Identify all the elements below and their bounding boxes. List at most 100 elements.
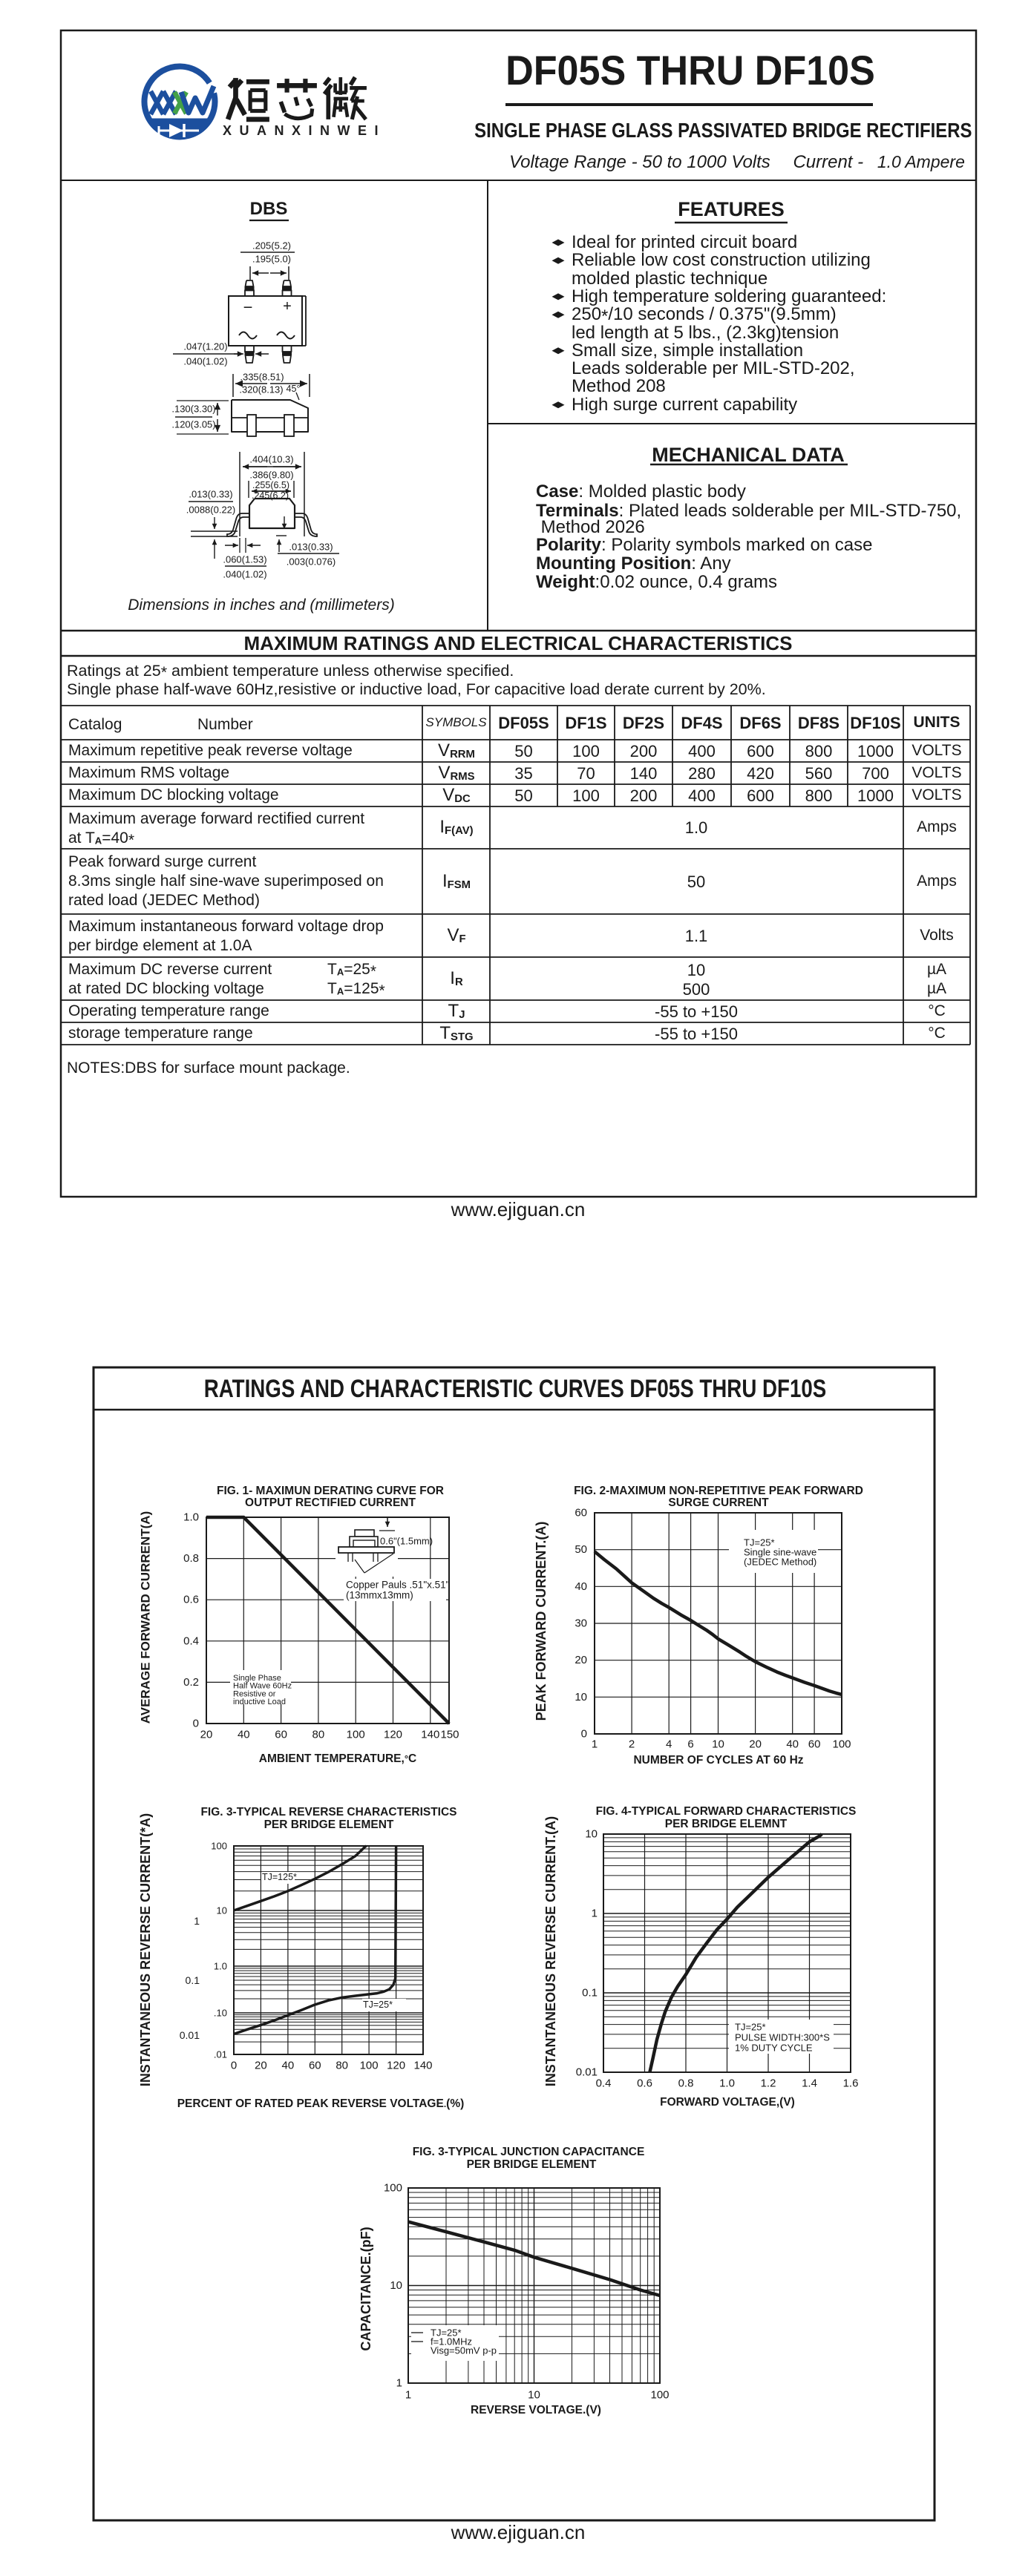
svg-text:1.0: 1.0 [214,1961,227,1972]
svg-text:140: 140 [421,1729,439,1741]
svg-text:.013(0.33): .013(0.33) [289,542,333,553]
svg-text:TJ=25*: TJ=25* [363,2000,393,2010]
svg-text:100: 100 [347,1729,365,1741]
svg-text:100: 100 [832,1738,851,1751]
svg-text:20: 20 [255,2060,267,2072]
svg-text:20: 20 [749,1738,762,1751]
svg-text:f=1.0MHz: f=1.0MHz [431,2336,472,2347]
svg-text:.130(3.30): .130(3.30) [171,404,215,415]
svg-text:1% DUTY CYCLE: 1% DUTY CYCLE [735,2043,813,2054]
svg-text:50: 50 [575,1543,587,1556]
svg-text:0.1: 0.1 [582,1987,598,2000]
svg-text:0: 0 [193,1718,199,1730]
svg-text:1: 1 [592,1908,598,1920]
svg-text:0: 0 [581,1728,587,1741]
svg-text:.320(8.13): .320(8.13) [239,384,283,395]
svg-text:TJ=25*: TJ=25* [735,2022,766,2033]
svg-text:.386(9.80): .386(9.80) [249,470,293,481]
svg-text:AVERAGE FORWARD CURRENT(A): AVERAGE FORWARD CURRENT(A) [139,1511,153,1724]
svg-text:60: 60 [309,2060,321,2072]
svg-text:120: 120 [387,2060,405,2072]
svg-text:inductive Load: inductive Load [233,1698,286,1706]
svg-text:.255(6.5): .255(6.5) [252,480,289,490]
svg-text:1.0: 1.0 [183,1511,199,1524]
svg-text:0.01: 0.01 [576,2066,598,2079]
svg-text:TJ=25*: TJ=25* [744,1537,775,1548]
svg-text:1.4: 1.4 [802,2077,817,2090]
svg-text:0.01: 0.01 [180,2029,200,2041]
svg-text:Resistive or: Resistive or [233,1689,276,1698]
svg-text:80: 80 [336,2060,348,2072]
svg-text:10: 10 [585,1828,598,1841]
svg-text:0: 0 [231,2060,237,2072]
svg-text:.120(3.05): .120(3.05) [171,419,215,430]
svg-text:1: 1 [592,1738,598,1751]
svg-text:0.8: 0.8 [678,2077,694,2090]
svg-text:10: 10 [217,1905,227,1916]
svg-text:0.8: 0.8 [183,1552,199,1565]
svg-text:100: 100 [384,2182,402,2195]
svg-text:10: 10 [575,1691,587,1703]
svg-text:40: 40 [238,1729,250,1741]
svg-text:Half Wave 60Hz: Half Wave 60Hz [233,1682,292,1691]
svg-text:100: 100 [211,1841,227,1852]
svg-text:45°: 45° [287,384,301,394]
svg-text:−: − [243,298,253,317]
svg-text:.404(10.3): .404(10.3) [249,454,293,465]
svg-text:100: 100 [650,2389,669,2402]
svg-text:10: 10 [528,2389,540,2402]
svg-text:60: 60 [808,1738,821,1751]
svg-text:Copper Pauls .51"x.51": Copper Pauls .51"x.51" [346,1580,450,1591]
svg-text:60: 60 [575,1507,587,1519]
svg-text:.01: .01 [214,2049,227,2060]
svg-text:10: 10 [390,2279,402,2292]
svg-text:0.6"(1.5mm): 0.6"(1.5mm) [380,1536,433,1547]
svg-text:80: 80 [312,1729,325,1741]
svg-text:INSTANTANEOUS REVERSE CURRENT(: INSTANTANEOUS REVERSE CURRENT(*A) [138,1813,153,2086]
svg-text:.10: .10 [214,2008,227,2019]
svg-text:.040(1.02): .040(1.02) [183,356,227,367]
svg-text:1.0: 1.0 [719,2077,735,2090]
svg-text:20: 20 [575,1654,587,1666]
svg-text:1: 1 [396,2377,402,2390]
svg-text:40: 40 [575,1580,587,1593]
svg-text:TJ=25*: TJ=25* [431,2327,462,2339]
svg-text:.0088(0.22): .0088(0.22) [186,505,236,516]
svg-text:20: 20 [200,1729,213,1741]
svg-text:PULSE WIDTH:300*S: PULSE WIDTH:300*S [735,2032,830,2043]
svg-text:0.6: 0.6 [183,1594,199,1606]
svg-text:140: 140 [413,2060,432,2072]
svg-text:60: 60 [275,1729,287,1741]
svg-text:40: 40 [786,1738,799,1751]
svg-text:0.1: 0.1 [186,1974,200,1986]
svg-text:.335(8.51): .335(8.51) [240,372,284,383]
svg-text:Single sine-wave: Single sine-wave [744,1547,816,1558]
svg-text:.060(1.53): .060(1.53) [223,554,266,565]
svg-text:(13mmx13mm): (13mmx13mm) [346,1590,413,1601]
svg-text:.205(5.2): .205(5.2) [252,240,291,252]
svg-text:2: 2 [629,1738,635,1751]
svg-text:1: 1 [194,1915,200,1927]
svg-text:Visg=50mV p-p: Visg=50mV p-p [431,2345,497,2356]
svg-text:6: 6 [687,1738,693,1751]
svg-text:PEAK FORWARD CURRENT.(A): PEAK FORWARD CURRENT.(A) [534,1522,549,1721]
svg-text:100: 100 [360,2060,379,2072]
svg-text:0.2: 0.2 [183,1676,199,1689]
svg-text:TJ=125*: TJ=125* [262,1872,297,1882]
svg-text:0.4: 0.4 [596,2077,612,2090]
svg-text:150: 150 [440,1729,459,1741]
svg-text:0.6: 0.6 [637,2077,652,2090]
svg-text:4: 4 [666,1738,672,1751]
svg-text:30: 30 [575,1617,587,1630]
svg-text:(JEDEC Method): (JEDEC Method) [744,1557,816,1568]
svg-text:.013(0.33): .013(0.33) [189,489,232,500]
svg-text:.195(5.0): .195(5.0) [252,254,291,265]
svg-text:Single Phase: Single Phase [233,1674,281,1683]
svg-text:.003(0.076): .003(0.076) [287,556,336,568]
svg-text:CAPACITANCE.(pF): CAPACITANCE.(pF) [359,2227,373,2350]
svg-text:.047(1.20): .047(1.20) [183,341,227,352]
svg-text:120: 120 [384,1729,402,1741]
svg-text:+: + [283,298,292,315]
svg-text:1.2: 1.2 [761,2077,776,2090]
svg-text:INSTANTANEOUS REVERSE CURRENT.: INSTANTANEOUS REVERSE CURRENT.(A) [543,1816,558,2086]
